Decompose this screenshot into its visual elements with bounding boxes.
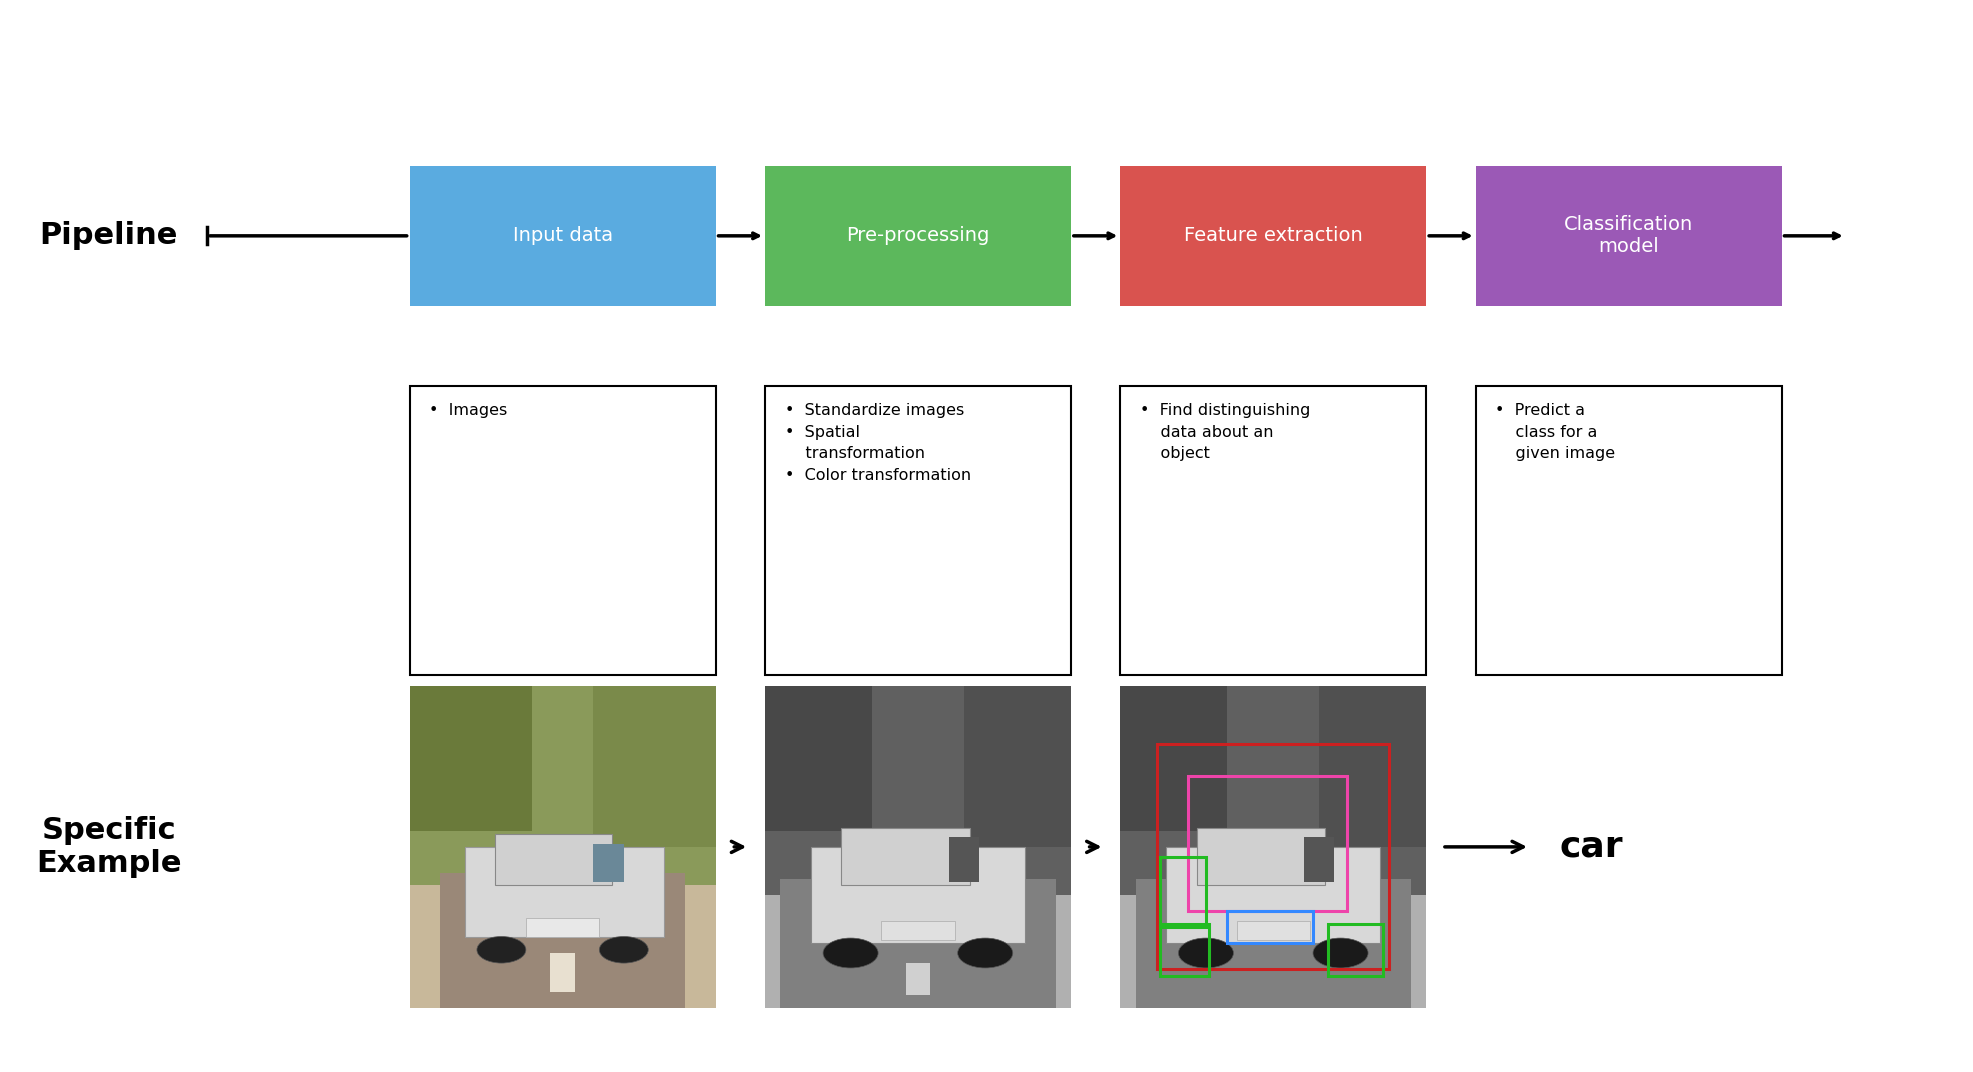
Text: •  Images: • Images: [428, 403, 507, 418]
Text: Feature extraction: Feature extraction: [1184, 226, 1361, 245]
Bar: [766, 686, 872, 831]
Bar: [592, 686, 714, 847]
Bar: [1474, 166, 1780, 306]
Bar: [408, 686, 714, 1008]
Bar: [495, 834, 612, 885]
Bar: [1160, 857, 1206, 927]
Bar: [1166, 847, 1379, 943]
Bar: [1474, 386, 1780, 675]
Bar: [408, 166, 714, 306]
Bar: [766, 386, 1069, 675]
Bar: [550, 953, 574, 992]
Circle shape: [477, 937, 525, 963]
Bar: [1328, 924, 1383, 976]
Bar: [525, 918, 600, 937]
Bar: [1121, 686, 1425, 1008]
Bar: [880, 921, 955, 940]
Bar: [766, 686, 1069, 1008]
Bar: [1121, 166, 1425, 306]
Bar: [947, 837, 979, 882]
Bar: [766, 166, 1069, 306]
Text: Pipeline: Pipeline: [39, 221, 178, 251]
Bar: [592, 844, 623, 882]
Bar: [1318, 686, 1425, 847]
Text: •  Find distinguishing
    data about an
    object: • Find distinguishing data about an obje…: [1140, 403, 1310, 461]
Bar: [1302, 837, 1334, 882]
Bar: [408, 686, 714, 885]
Text: Specific
Example: Specific Example: [36, 816, 182, 878]
Bar: [1196, 828, 1324, 885]
Bar: [440, 873, 685, 1008]
Text: car: car: [1559, 830, 1622, 864]
Bar: [766, 686, 1069, 895]
Circle shape: [1312, 938, 1367, 968]
Bar: [906, 963, 929, 995]
Bar: [1160, 924, 1207, 976]
Bar: [1121, 686, 1227, 831]
Bar: [1121, 386, 1425, 675]
Bar: [408, 386, 714, 675]
Text: •  Standardize images
•  Spatial
    transformation
•  Color transformation: • Standardize images • Spatial transform…: [785, 403, 971, 482]
Bar: [1134, 879, 1411, 1008]
Bar: [1188, 776, 1346, 911]
Bar: [811, 847, 1024, 943]
Bar: [408, 686, 531, 831]
Text: •  Predict a
    class for a
    given image: • Predict a class for a given image: [1496, 403, 1614, 461]
Bar: [464, 847, 663, 937]
Bar: [963, 686, 1069, 847]
Bar: [1227, 911, 1312, 943]
Bar: [840, 828, 969, 885]
Circle shape: [1178, 938, 1233, 968]
Circle shape: [823, 938, 878, 968]
Text: Input data: Input data: [513, 226, 612, 245]
Bar: [1235, 921, 1310, 940]
Bar: [1121, 686, 1425, 895]
Text: Pre-processing: Pre-processing: [846, 226, 988, 245]
Circle shape: [600, 937, 647, 963]
Bar: [779, 879, 1056, 1008]
Text: Classification
model: Classification model: [1563, 215, 1693, 256]
Bar: [1156, 744, 1389, 969]
Circle shape: [957, 938, 1012, 968]
